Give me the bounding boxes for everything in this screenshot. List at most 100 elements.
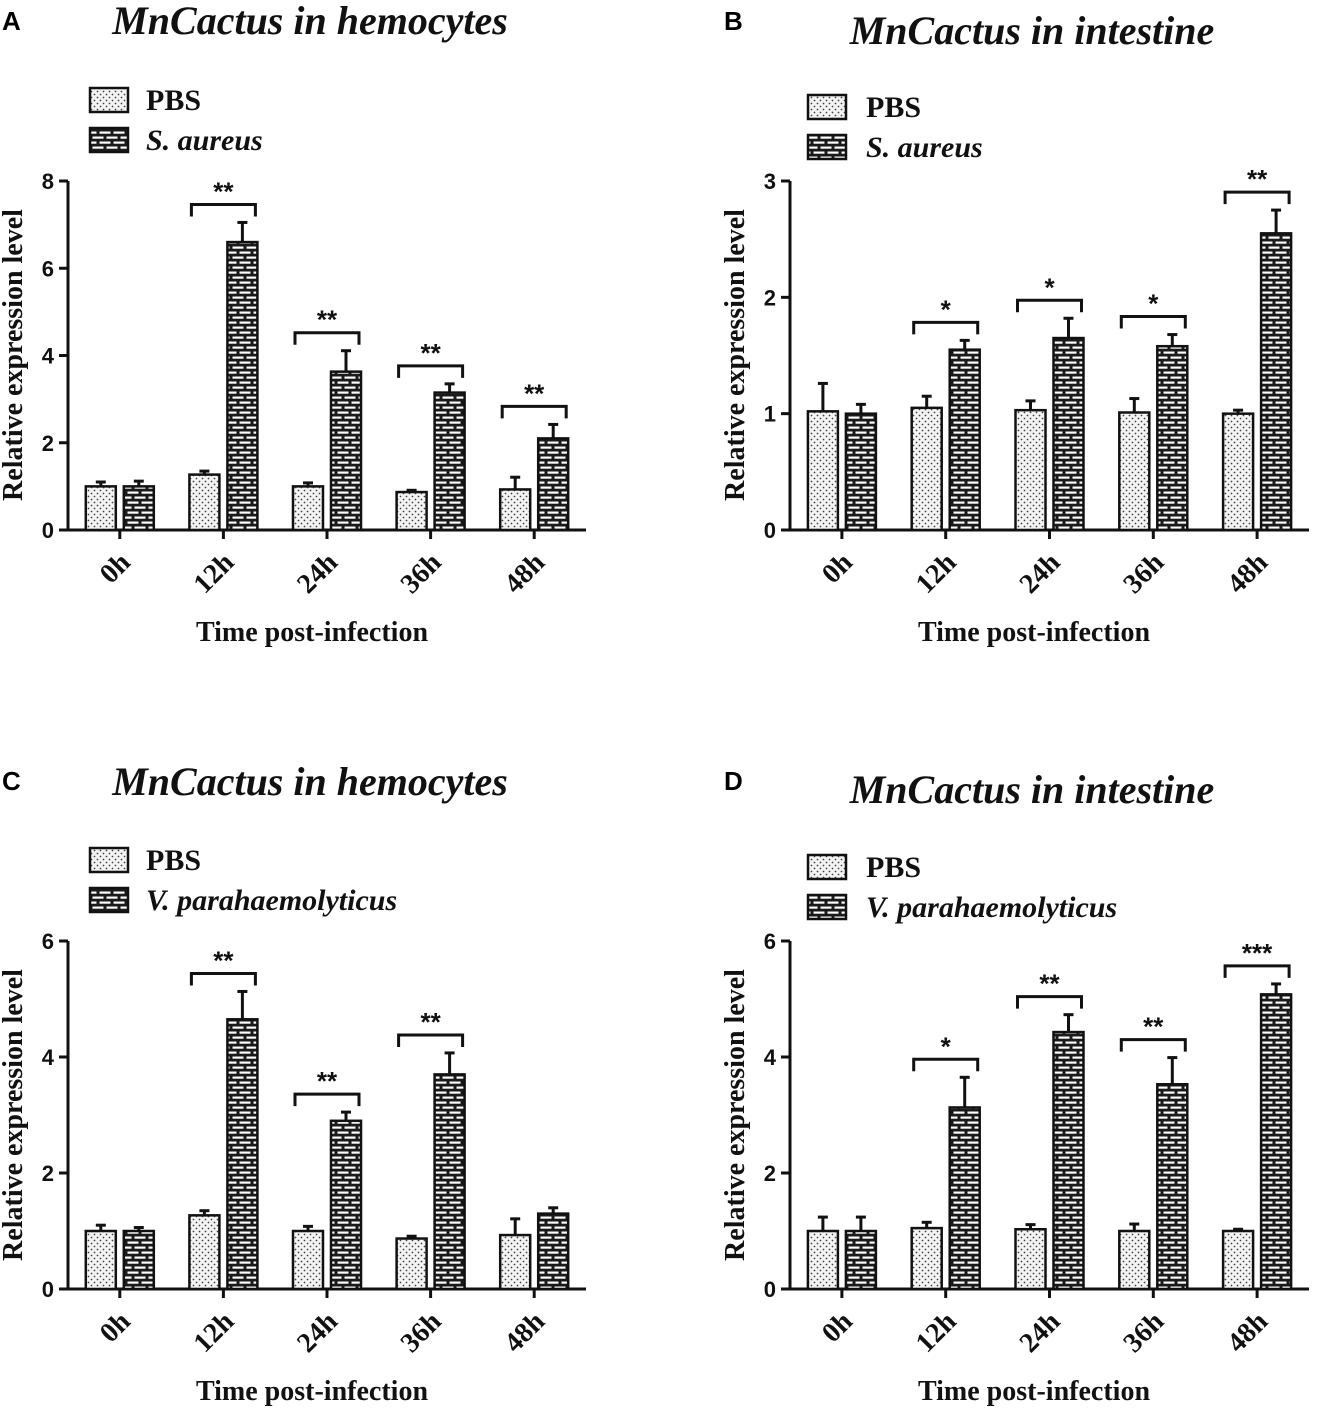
x-tick-label: 24h (291, 1306, 344, 1359)
bar-treated (1052, 1030, 1085, 1291)
significance-bracket (1223, 964, 1291, 978)
y-tick-label: 3 (764, 169, 776, 194)
significance-label: ** (420, 1007, 441, 1037)
significance-label: ** (317, 1066, 338, 1096)
panel-letter: A (2, 6, 21, 36)
legend-label-pbs: PBS (146, 844, 201, 877)
significance-label: * (941, 294, 952, 324)
significance-label: ** (317, 305, 338, 335)
x-axis-title: Time post-infection (918, 1376, 1150, 1407)
significance-bracket (1016, 298, 1083, 313)
bar-treated (433, 391, 466, 532)
x-tick-label: 36h (1118, 1306, 1171, 1359)
bar-pbs (291, 485, 325, 532)
legend-label-treated: V. parahaemolyticus (146, 884, 397, 917)
x-axis-title: Time post-infection (196, 617, 428, 648)
x-tick-label: 36h (1118, 547, 1171, 600)
y-tick-label: 0 (42, 518, 54, 543)
legend: PBS S. aureus (88, 84, 263, 157)
bar-pbs (910, 1226, 943, 1291)
bar-treated (329, 370, 363, 532)
panel-title: MnCactus in intestine (849, 8, 1215, 53)
significance-label: ** (213, 945, 234, 975)
legend-swatch-treated (806, 893, 848, 921)
x-tick-label: 24h (291, 547, 344, 600)
bar-pbs (910, 406, 943, 532)
legend: PBS V. parahaemolyticus (88, 844, 397, 917)
x-tick-label: 0h (816, 547, 859, 590)
bar-pbs (188, 1214, 221, 1291)
significance-bracket (293, 1092, 361, 1107)
bar-pbs (84, 485, 118, 532)
bar-treated (433, 1073, 466, 1291)
y-tick-label: 4 (42, 1045, 55, 1070)
bar-pbs (806, 410, 840, 532)
significance-label: ** (213, 176, 234, 206)
x-tick-label: 12h (188, 1306, 241, 1359)
plot-area: 0 2 4 6 8 0h 12h ** 24h ** 36h ** 48h ** (42, 169, 586, 600)
legend-swatch-treated (88, 886, 130, 914)
x-axis-title: Time post-infection (918, 617, 1150, 648)
y-tick-label: 2 (764, 285, 776, 310)
x-tick-label: 12h (188, 547, 241, 600)
y-tick-label: 1 (764, 402, 776, 427)
y-tick-label: 0 (764, 1277, 776, 1302)
legend-swatch-pbs (806, 853, 848, 881)
bar-pbs (498, 1233, 532, 1291)
significance-bracket (1016, 995, 1083, 1009)
y-tick-label: 0 (42, 1277, 54, 1302)
significance-bracket (397, 364, 465, 378)
bar-pbs (1014, 1228, 1047, 1291)
legend-label-treated: S. aureus (866, 131, 983, 164)
legend-swatch-pbs (88, 86, 130, 114)
significance-label: ** (420, 338, 441, 368)
bar-treated (226, 240, 259, 532)
legend-label-pbs: PBS (866, 91, 921, 124)
legend-swatch-treated (806, 133, 848, 161)
significance-label: *** (1242, 938, 1273, 968)
panel-letter: B (724, 6, 743, 36)
bar-treated (1156, 1083, 1189, 1291)
panel-title: MnCactus in hemocytes (111, 759, 508, 804)
y-tick-label: 6 (764, 929, 776, 954)
bar-pbs (1221, 412, 1255, 532)
bar-treated (122, 1229, 156, 1291)
y-tick-label: 6 (42, 256, 54, 281)
plot-area: 0 1 2 3 0h 12h * 24h * 36h * 48h ** (764, 164, 1309, 600)
panel-title: MnCactus in intestine (849, 767, 1215, 812)
bar-pbs (1221, 1229, 1255, 1291)
x-tick-label: 0h (816, 1306, 859, 1349)
legend-swatch-pbs (806, 93, 848, 121)
bar-pbs (84, 1229, 118, 1291)
x-tick-label: 12h (910, 1306, 963, 1359)
significance-label: * (941, 1031, 952, 1061)
bar-treated (844, 412, 878, 532)
y-tick-label: 8 (42, 169, 54, 194)
significance-label: ** (1143, 1012, 1164, 1042)
bar-treated (948, 1106, 981, 1291)
x-tick-label: 24h (1014, 547, 1067, 600)
significance-bracket (1119, 1038, 1187, 1052)
y-axis-title: Relative expression level (0, 969, 29, 1261)
bar-pbs (806, 1229, 840, 1291)
y-axis-title: Relative expression level (720, 209, 751, 501)
bar-pbs (1014, 408, 1047, 532)
y-tick-label: 2 (42, 431, 54, 456)
x-tick-label: 36h (395, 1306, 448, 1359)
bar-pbs (291, 1229, 325, 1291)
bar-treated (536, 437, 570, 532)
x-axis-title: Time post-infection (196, 1376, 428, 1407)
panel-letter: D (724, 766, 743, 796)
significance-label: ** (524, 378, 545, 408)
bar-treated (226, 1018, 259, 1291)
x-tick-label: 48h (498, 1306, 551, 1359)
x-tick-label: 48h (1221, 547, 1274, 600)
bar-treated (122, 485, 156, 532)
bar-pbs (1118, 1229, 1151, 1291)
bar-pbs (1118, 411, 1151, 532)
legend: PBS V. parahaemolyticus (806, 851, 1117, 924)
panel-c: C MnCactus in hemocytes PBS V. parahaemo… (0, 759, 586, 1407)
y-tick-label: 4 (42, 344, 55, 369)
bar-pbs (395, 490, 428, 532)
